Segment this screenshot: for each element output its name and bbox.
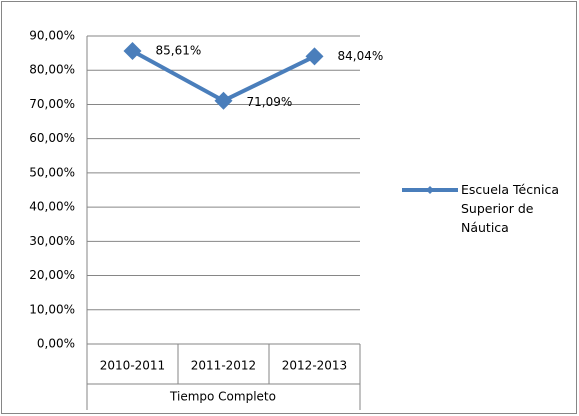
x-tick-label: 2011-2012: [191, 359, 256, 373]
y-tick-label: 50,00%: [29, 165, 75, 179]
y-tick-label: 30,00%: [29, 234, 75, 248]
data-label: 71,09%: [247, 95, 293, 109]
x-tick-label: 2010-2011: [100, 359, 165, 373]
y-tick-label: 60,00%: [29, 131, 75, 145]
y-tick-label: 20,00%: [29, 268, 75, 282]
x-group-label: Tiempo Completo: [169, 390, 276, 404]
y-tick-label: 70,00%: [29, 97, 75, 111]
legend-marker: [426, 186, 434, 194]
marker: [214, 91, 233, 110]
data-label: 85,61%: [156, 44, 202, 58]
marker: [123, 42, 142, 61]
y-tick-label: 90,00%: [29, 29, 75, 43]
y-tick-label: 0,00%: [37, 337, 75, 351]
y-tick-label: 80,00%: [29, 63, 75, 77]
y-tick-label: 40,00%: [29, 200, 75, 214]
x-tick-label: 2012-2013: [282, 359, 347, 373]
y-tick-label: 10,00%: [29, 302, 75, 316]
data-label: 84,04%: [338, 49, 384, 63]
legend-label: Escuela Técnica Superior de Náutica: [461, 182, 560, 235]
marker: [305, 47, 324, 66]
